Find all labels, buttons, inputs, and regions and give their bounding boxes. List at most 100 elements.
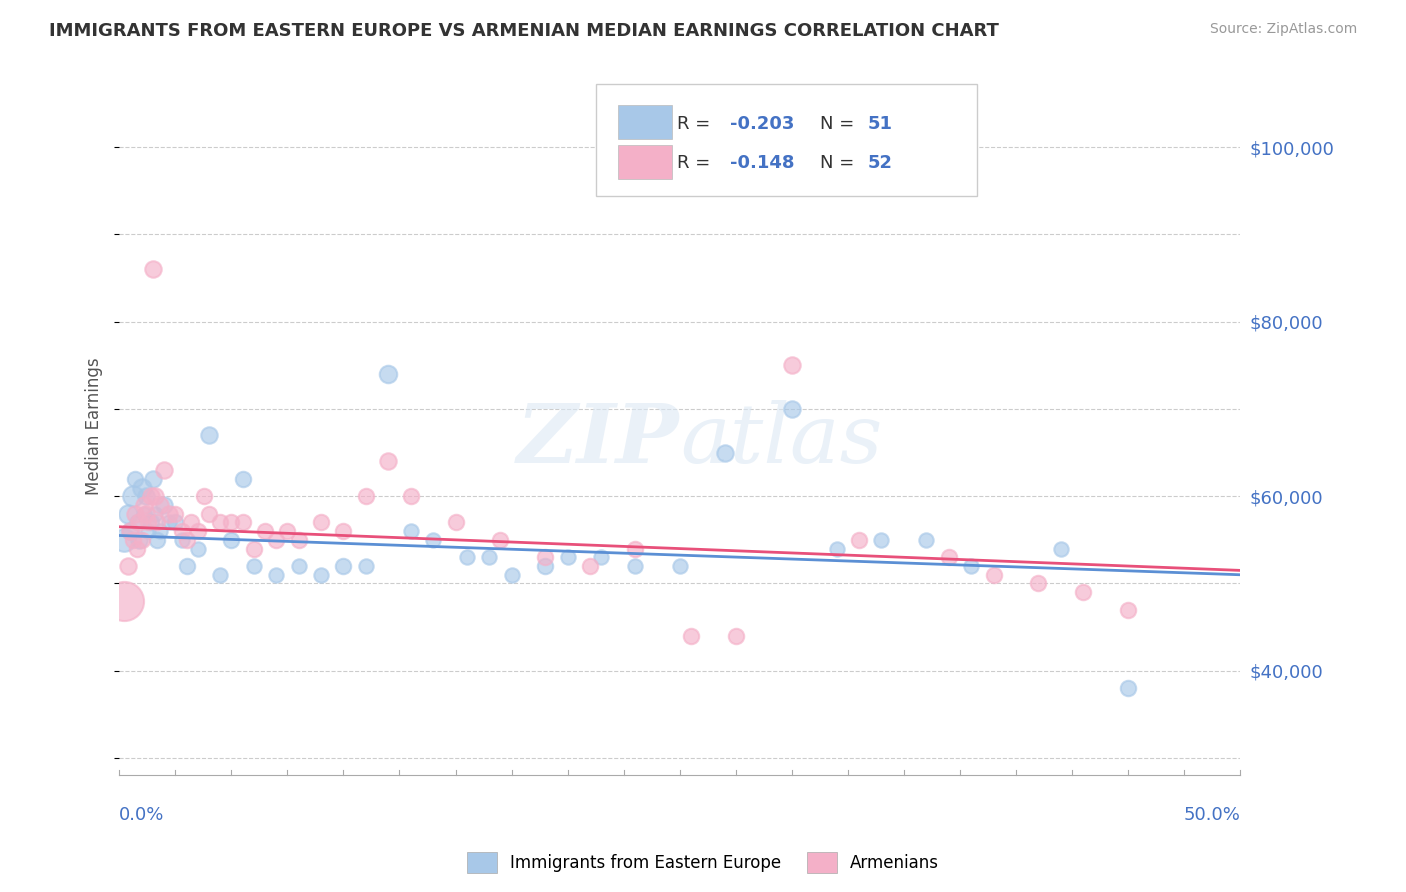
Point — [724, 629, 747, 643]
Point — [983, 567, 1005, 582]
Point — [131, 533, 153, 547]
Point — [138, 516, 160, 530]
Point — [780, 359, 803, 373]
Point — [142, 472, 165, 486]
Point — [870, 533, 893, 547]
Point — [180, 516, 202, 530]
Point — [121, 533, 143, 547]
Point — [960, 559, 983, 574]
Point — [232, 472, 254, 486]
Point — [132, 507, 155, 521]
Point — [135, 489, 157, 503]
Point — [624, 541, 647, 556]
Text: R =: R = — [678, 154, 717, 172]
Point — [193, 489, 215, 503]
Point — [124, 507, 146, 521]
Point — [132, 498, 155, 512]
Text: -0.148: -0.148 — [730, 154, 794, 172]
Point — [187, 524, 209, 538]
Point — [165, 516, 187, 530]
Point — [938, 550, 960, 565]
Point — [149, 524, 172, 538]
Text: 52: 52 — [868, 154, 893, 172]
Point — [478, 550, 501, 565]
Point — [198, 507, 221, 521]
Point — [287, 559, 309, 574]
Point — [176, 533, 198, 547]
Text: N =: N = — [820, 114, 860, 133]
Point — [332, 559, 354, 574]
Point — [377, 367, 399, 381]
Point — [444, 516, 467, 530]
Point — [591, 550, 613, 565]
Point — [915, 533, 938, 547]
Text: N =: N = — [820, 154, 860, 172]
Point — [209, 567, 232, 582]
Point — [679, 629, 702, 643]
Point — [579, 559, 602, 574]
Point — [127, 516, 149, 530]
Point — [332, 524, 354, 538]
Point — [422, 533, 444, 547]
Point — [117, 559, 139, 574]
Point — [142, 262, 165, 277]
Point — [143, 507, 166, 521]
Point — [354, 489, 377, 503]
Text: atlas: atlas — [679, 401, 882, 481]
Text: IMMIGRANTS FROM EASTERN EUROPE VS ARMENIAN MEDIAN EARNINGS CORRELATION CHART: IMMIGRANTS FROM EASTERN EUROPE VS ARMENI… — [49, 22, 1000, 40]
Point — [668, 559, 690, 574]
Point — [624, 559, 647, 574]
Point — [112, 533, 135, 547]
Point — [1071, 585, 1094, 599]
Legend: Immigrants from Eastern Europe, Armenians: Immigrants from Eastern Europe, Armenian… — [460, 846, 946, 880]
Point — [713, 445, 735, 459]
Point — [399, 524, 422, 538]
Point — [780, 402, 803, 417]
Point — [557, 550, 579, 565]
Point — [121, 489, 143, 503]
Point — [157, 516, 180, 530]
Text: Source: ZipAtlas.com: Source: ZipAtlas.com — [1209, 22, 1357, 37]
Point — [131, 481, 153, 495]
Point — [1049, 541, 1071, 556]
Point — [170, 533, 193, 547]
Point — [377, 454, 399, 468]
Point — [221, 516, 243, 530]
Point — [276, 524, 298, 538]
FancyBboxPatch shape — [619, 105, 672, 139]
Point — [187, 541, 209, 556]
Point — [176, 559, 198, 574]
Text: ZIP: ZIP — [517, 401, 679, 481]
Point — [534, 550, 557, 565]
Point — [242, 541, 264, 556]
Point — [264, 567, 287, 582]
Text: 51: 51 — [868, 114, 893, 133]
Point — [149, 498, 172, 512]
Point — [825, 541, 848, 556]
Point — [489, 533, 512, 547]
Point — [221, 533, 243, 547]
Point — [112, 594, 135, 608]
Y-axis label: Median Earnings: Median Earnings — [86, 358, 103, 495]
Point — [198, 428, 221, 442]
Point — [354, 559, 377, 574]
Point — [309, 567, 332, 582]
Point — [264, 533, 287, 547]
Point — [209, 516, 232, 530]
Point — [501, 567, 523, 582]
Point — [165, 507, 187, 521]
Point — [309, 516, 332, 530]
Point — [1116, 602, 1139, 616]
Point — [127, 541, 149, 556]
Point — [128, 516, 150, 530]
Point — [157, 507, 180, 521]
Text: R =: R = — [678, 114, 717, 133]
Point — [456, 550, 478, 565]
Text: 50.0%: 50.0% — [1184, 806, 1240, 824]
Point — [135, 507, 157, 521]
Point — [120, 524, 142, 538]
Point — [146, 533, 169, 547]
FancyBboxPatch shape — [596, 85, 977, 196]
Point — [399, 489, 422, 503]
Point — [170, 524, 193, 538]
